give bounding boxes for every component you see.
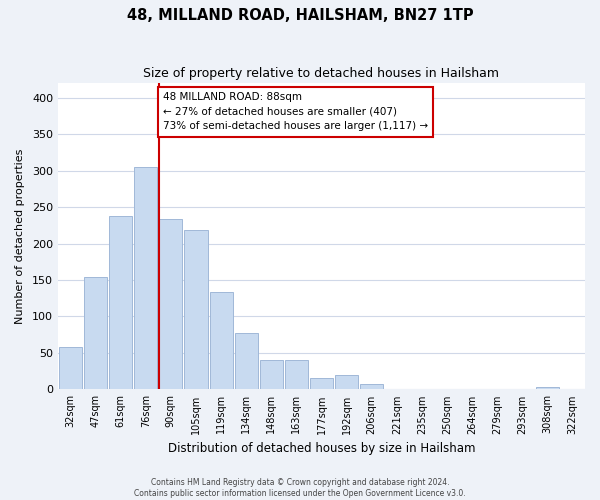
Bar bbox=[310, 378, 333, 390]
Bar bbox=[360, 384, 383, 390]
Bar bbox=[184, 230, 208, 390]
Text: Contains HM Land Registry data © Crown copyright and database right 2024.
Contai: Contains HM Land Registry data © Crown c… bbox=[134, 478, 466, 498]
Bar bbox=[134, 167, 157, 390]
Bar bbox=[160, 220, 182, 390]
Bar bbox=[235, 332, 258, 390]
Title: Size of property relative to detached houses in Hailsham: Size of property relative to detached ho… bbox=[143, 68, 499, 80]
Bar bbox=[260, 360, 283, 390]
Text: 48 MILLAND ROAD: 88sqm
← 27% of detached houses are smaller (407)
73% of semi-de: 48 MILLAND ROAD: 88sqm ← 27% of detached… bbox=[163, 92, 428, 132]
Bar bbox=[209, 292, 233, 390]
Bar bbox=[536, 386, 559, 390]
Text: 48, MILLAND ROAD, HAILSHAM, BN27 1TP: 48, MILLAND ROAD, HAILSHAM, BN27 1TP bbox=[127, 8, 473, 22]
Y-axis label: Number of detached properties: Number of detached properties bbox=[15, 148, 25, 324]
Bar bbox=[109, 216, 132, 390]
Bar bbox=[285, 360, 308, 390]
X-axis label: Distribution of detached houses by size in Hailsham: Distribution of detached houses by size … bbox=[168, 442, 475, 455]
Bar bbox=[59, 347, 82, 390]
Bar bbox=[84, 277, 107, 390]
Bar bbox=[335, 375, 358, 390]
